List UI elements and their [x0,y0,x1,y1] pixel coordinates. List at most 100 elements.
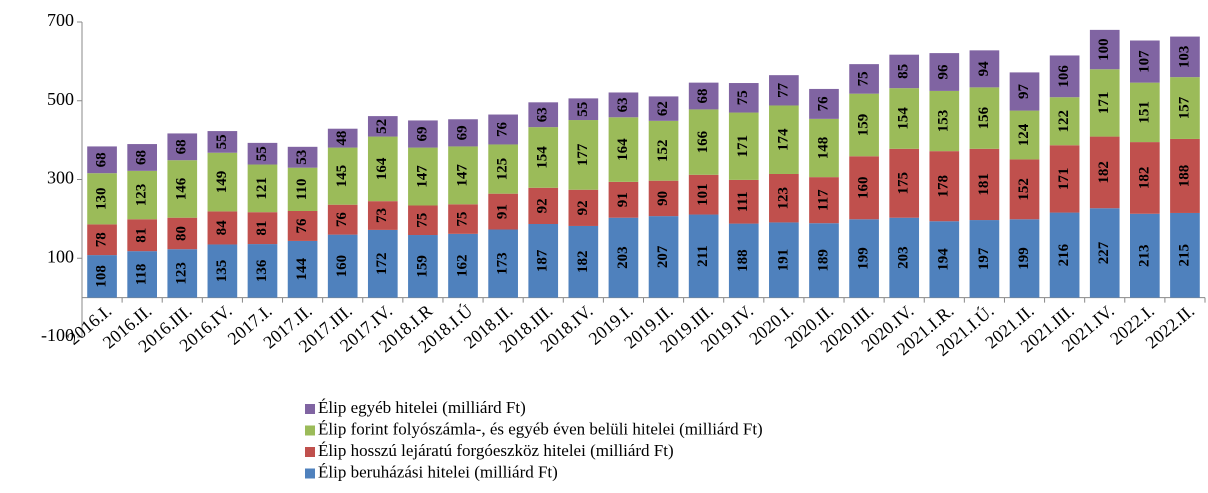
bar-segment [929,221,960,298]
data-label: 63 [535,107,551,122]
data-label: 160 [856,177,872,200]
bar-segment [287,240,318,298]
bar-segment [367,136,398,202]
bar-segment [488,229,518,298]
bar-segment [1009,159,1040,220]
bar-segment [1049,55,1080,98]
data-label: 151 [1136,101,1152,124]
y-tick-label: 100 [47,246,74,266]
bar-segment [1009,219,1040,298]
bar-segment [889,88,920,149]
bar-segment [929,90,960,152]
data-label: 69 [414,127,430,142]
data-label: 76 [334,212,350,228]
data-label: 188 [1176,165,1192,188]
data-label: 164 [374,157,390,180]
bar-segment [769,173,799,223]
bar-segment [688,174,719,215]
data-label: 55 [214,134,230,149]
data-label: 216 [1056,243,1072,266]
bar-segment [247,244,278,298]
bar-segment [969,87,1000,149]
data-label: 174 [775,128,791,151]
bar-segment [608,92,639,118]
data-label: 154 [896,107,912,130]
bar-segment [287,167,318,211]
bar-segment [849,156,879,220]
bar-segment [448,233,478,298]
bar-segment [528,223,559,298]
bar-segment [608,181,639,218]
bar-segment [929,53,960,91]
data-label: 78 [93,232,109,247]
bar-segment [1129,142,1160,214]
bar-segment [568,98,599,121]
data-label: 81 [134,228,150,243]
bar-segment [728,223,759,298]
bar-segment [648,216,679,298]
bar-segment [969,220,1000,298]
bar-segment [568,189,599,226]
bar-segment [408,147,438,206]
legend-label: Élip forint folyószámla-, és egyéb éven … [318,419,763,438]
bar-segment [1129,213,1160,298]
bar-segment [608,217,639,298]
data-label: 144 [294,258,310,281]
legend-label: Élip hosszú lejáratú forgóeszköz hitelei… [318,441,674,460]
bar-segment [1089,69,1120,137]
bar-segment [87,146,117,174]
data-label: 173 [495,252,511,275]
bar-segment [87,173,117,225]
data-label: 154 [535,146,551,169]
data-label: 146 [174,177,190,200]
bar-segment [207,211,238,245]
data-label: 130 [93,188,109,211]
data-label: 194 [936,248,952,271]
y-tick-label: -100 [41,325,74,345]
bar-segment [327,128,358,148]
bar-segment [448,204,478,234]
data-label: 125 [495,158,511,181]
bar-segment [648,180,679,217]
bar-segment [1089,136,1120,209]
data-label: 69 [454,125,470,140]
data-label: 122 [1056,110,1072,133]
data-label: 188 [735,249,751,272]
bar-segment [127,251,158,298]
data-label: 123 [775,187,791,210]
data-label: 75 [856,71,872,86]
data-label: 187 [535,249,551,272]
bar-segment [809,177,839,224]
bar-segment [207,131,238,153]
data-label: 203 [615,246,631,269]
bar-segment [568,120,599,190]
bar-segment [247,212,278,245]
bar-segment [889,148,920,218]
data-label: 160 [334,255,350,278]
data-label: 97 [1016,83,1032,99]
bar-segment [408,205,438,236]
bar-segment [688,214,719,298]
data-label: 68 [93,152,109,167]
bar-segment [728,83,759,113]
data-label: 73 [374,208,390,223]
data-label: 123 [174,262,190,285]
data-label: 123 [134,184,150,207]
data-label: 111 [735,191,751,212]
data-label: 76 [495,121,511,137]
bar-segment [969,148,1000,221]
bar-segment [448,146,478,205]
bar-segment [127,170,158,220]
data-label: 121 [254,177,270,200]
bar-segment [87,255,117,298]
bar-segment [728,112,759,180]
legend-swatch [305,425,315,436]
bar-segment [1170,138,1200,213]
bar-segment [207,152,238,212]
data-label: 203 [896,246,912,269]
data-label: 227 [1096,241,1112,264]
y-tick-label: 300 [47,168,74,188]
bar-segment [408,120,438,148]
data-label: 75 [454,212,470,227]
data-label: 181 [976,173,992,196]
